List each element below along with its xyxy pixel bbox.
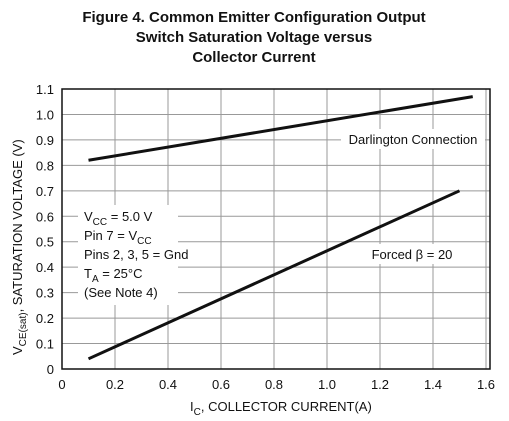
y-tick-label: 0.1: [36, 337, 54, 352]
y-tick-label: 1.0: [36, 107, 54, 122]
note-line-part: A: [92, 274, 99, 285]
series-line: [88, 95, 473, 162]
x-axis-label-part: , COLLECTOR CURRENT(A): [201, 399, 372, 414]
note-line-part: = 5.0 V: [107, 209, 152, 224]
x-tick-label: 0: [58, 377, 65, 392]
label-bg: [341, 129, 485, 149]
y-tick-label: 0.8: [36, 158, 54, 173]
label-bg: [362, 244, 462, 264]
note-line-part: CC: [93, 217, 107, 228]
y-tick-label: 1.1: [36, 82, 54, 97]
x-axis-label-part: I: [190, 399, 194, 414]
x-tick-label: 0.8: [265, 377, 283, 392]
chart-title: Switch Saturation Voltage versus: [136, 29, 372, 46]
x-axis-label-part: C: [194, 407, 201, 418]
note-line-part: = 25°C: [99, 266, 143, 281]
y-tick-label: 0.6: [36, 209, 54, 224]
y-tick-label: 0.3: [36, 286, 54, 301]
y-axis-label-part: V: [10, 346, 25, 355]
note-line-part: Pin 7 = V: [84, 228, 137, 243]
y-axis-label-part: , SATURATION VOLTAGE (V): [10, 139, 25, 312]
chart-title: Collector Current: [192, 49, 315, 66]
x-tick-label: 0.2: [106, 377, 124, 392]
x-tick-label: 1.6: [477, 377, 495, 392]
x-axis-label: IC, COLLECTOR CURRENT(A): [190, 399, 372, 418]
note-line-part: Pins 2, 3, 5 = Gnd: [84, 247, 188, 262]
y-tick-label: 0.4: [36, 260, 54, 275]
y-tick-label: 0.7: [36, 184, 54, 199]
x-tick-label: 1.2: [371, 377, 389, 392]
note-line-part: T: [84, 266, 92, 281]
y-axis-label-part: CE(sat): [18, 312, 29, 346]
note-bg: [78, 205, 178, 305]
x-tick-label: 0.4: [159, 377, 177, 392]
note-line: VCC = 5.0 V: [84, 209, 153, 228]
note-line: (See Note 4): [84, 285, 158, 300]
note-line: Pins 2, 3, 5 = Gnd: [84, 247, 188, 262]
chart-title: Figure 4. Common Emitter Configuration O…: [82, 9, 425, 26]
note-line: TA = 25°C: [84, 266, 143, 285]
note-line: Pin 7 = VCC: [84, 228, 152, 247]
y-tick-label: 0.9: [36, 133, 54, 148]
y-tick-label: 0: [47, 362, 54, 377]
y-tick-label: 0.2: [36, 311, 54, 326]
note-line-part: V: [84, 209, 93, 224]
note-line-part: CC: [137, 236, 151, 247]
y-tick-label: 0.5: [36, 235, 54, 250]
series-label: Forced β = 20: [372, 247, 453, 262]
x-tick-label: 1.0: [318, 377, 336, 392]
x-tick-label: 1.4: [424, 377, 442, 392]
series-line: [87, 189, 461, 361]
y-axis-label: VCE(sat), SATURATION VOLTAGE (V): [10, 139, 29, 355]
series-label: Darlington Connection: [349, 132, 478, 147]
note-line-part: (See Note 4): [84, 285, 158, 300]
plot-frame: [61, 88, 491, 370]
x-tick-label: 0.6: [212, 377, 230, 392]
